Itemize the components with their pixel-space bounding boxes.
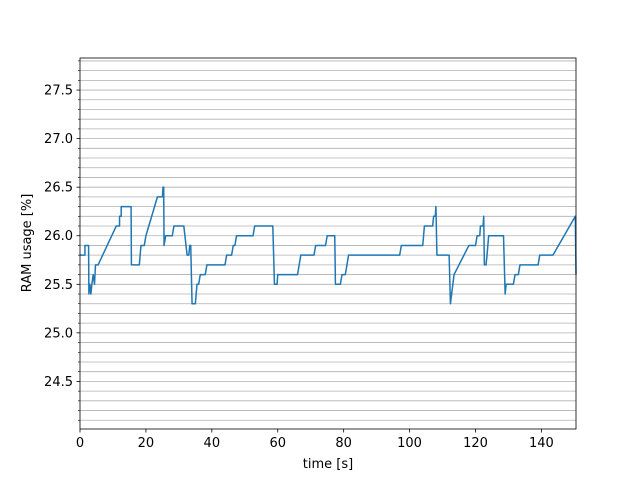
x-tick-label: 20 — [138, 436, 155, 451]
y-axis-label: RAM usage [%] — [20, 194, 35, 293]
x-tick-label: 120 — [463, 436, 488, 451]
plot-frame — [79, 57, 577, 430]
x-tick-label: 140 — [529, 436, 554, 451]
y-tick-label: 25.5 — [44, 278, 73, 293]
y-tick-label: 24.5 — [44, 375, 73, 390]
y-tick-label: 25.0 — [44, 326, 73, 341]
x-tick-label: 0 — [76, 436, 84, 451]
x-tick-label: 60 — [269, 436, 286, 451]
x-tick-label: 100 — [397, 436, 422, 451]
y-tick-label: 27.0 — [44, 132, 73, 147]
x-axis-label: time [s] — [303, 457, 353, 472]
y-tick-label: 26.5 — [44, 181, 73, 196]
y-tick-label: 26.0 — [44, 229, 73, 244]
x-tick-label: 80 — [335, 436, 352, 451]
data-line — [80, 186, 577, 305]
x-tick-label: 40 — [204, 436, 221, 451]
y-tick-label: 27.5 — [44, 84, 73, 99]
